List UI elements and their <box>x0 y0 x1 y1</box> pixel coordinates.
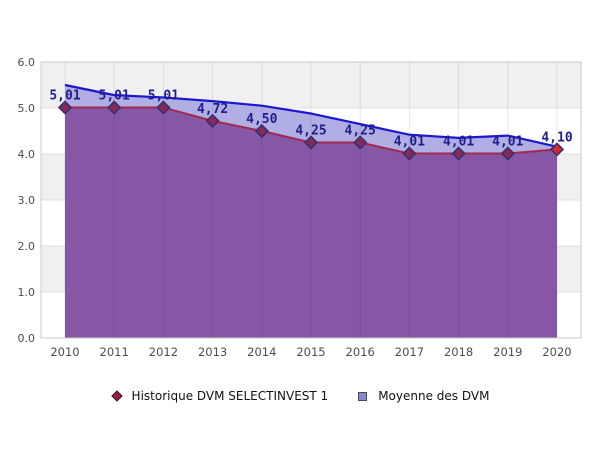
diamond-point <box>254 123 269 139</box>
diamond-point <box>353 135 368 150</box>
x-tick-label: 2020 <box>542 345 571 359</box>
diamond-point <box>549 142 565 157</box>
diamond-point <box>451 146 466 161</box>
x-tick-label: 2014 <box>247 345 276 359</box>
data-label: 4,01 <box>443 135 474 150</box>
diamond-point <box>303 135 319 150</box>
diamond-point <box>57 100 73 115</box>
x-tick-label: 2013 <box>198 345 227 359</box>
square-marker-icon <box>358 391 368 401</box>
moyenne-line <box>64 83 558 148</box>
diamond-point <box>156 100 171 115</box>
historique-area <box>65 107 557 338</box>
legend-item-moyenne: Moyenne des DVM <box>358 389 489 403</box>
x-tick-label: 2016 <box>346 345 375 359</box>
diamond-point <box>500 146 515 161</box>
diamond-point <box>205 113 220 129</box>
x-tick-label: 2015 <box>296 345 325 359</box>
x-tick-label: 2017 <box>395 345 424 359</box>
x-tick-label: 2011 <box>100 345 129 359</box>
legend-label-moyenne: Moyenne des DVM <box>378 389 490 403</box>
y-tick-label: 4.0 <box>18 148 36 161</box>
plot-border <box>40 61 582 339</box>
legend-item-historique: Historique DVM SELECTINVEST 1 <box>110 389 329 403</box>
y-tick-label: 3.0 <box>18 194 36 207</box>
historique-markers <box>57 100 565 161</box>
diamond-point <box>107 100 122 115</box>
data-label: 4,72 <box>197 102 228 117</box>
y-axis-labels: 0.0 1.0 2.0 3.0 4.0 5.0 6.0 <box>18 56 36 345</box>
data-label: 5,01 <box>99 89 130 104</box>
diamond-point <box>402 146 417 161</box>
y-tick-label: 5.0 <box>18 102 36 115</box>
data-label: 5,01 <box>49 89 80 104</box>
x-tick-label: 2018 <box>444 345 473 359</box>
data-label: 4,01 <box>492 135 523 150</box>
y-tick-label: 2.0 <box>18 240 36 253</box>
y-tick-label: 6.0 <box>18 56 36 69</box>
data-label: 5,01 <box>148 89 179 104</box>
legend-label-historique: Historique DVM SELECTINVEST 1 <box>131 389 329 403</box>
x-axis-labels: 2010 2011 2012 2013 2014 2015 2016 2017 2018 2019… <box>50 345 571 359</box>
data-label: 4,25 <box>345 124 376 139</box>
x-tick-label: 2019 <box>493 345 522 359</box>
legend: Historique DVM SELECTINVEST 1 Moyenne de… <box>0 389 600 403</box>
data-label: 4,50 <box>246 112 277 127</box>
data-label: 4,01 <box>394 135 425 150</box>
x-tick-label: 2010 <box>50 345 79 359</box>
y-tick-label: 1.0 <box>18 286 36 299</box>
data-labels: 5,01 5,01 5,01 4,72 4,50 4,25 4,25 4,01 4,01 4,01… <box>49 89 572 150</box>
y-tick-label: 0.0 <box>18 332 36 345</box>
x-tick-label: 2012 <box>149 345 178 359</box>
data-label: 4,25 <box>295 124 326 139</box>
data-label: 4,10 <box>541 130 572 145</box>
diamond-marker-icon <box>110 390 123 402</box>
